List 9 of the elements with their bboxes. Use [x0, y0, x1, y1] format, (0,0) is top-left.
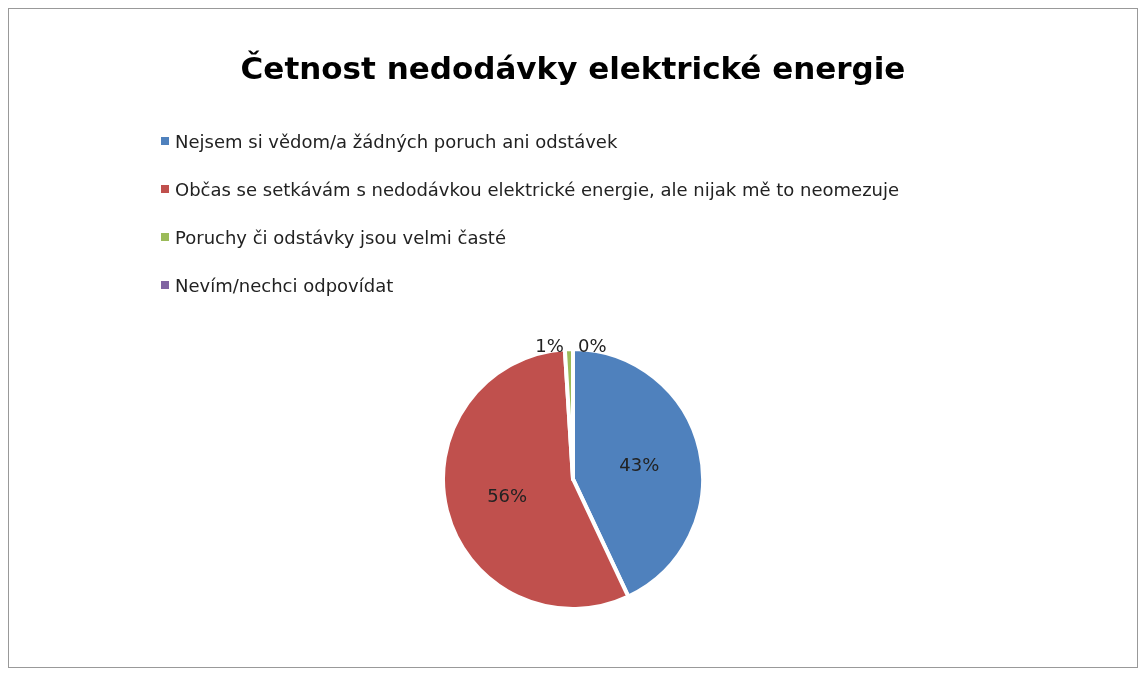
data-label: 1% — [535, 334, 564, 356]
data-label: 43% — [619, 453, 660, 475]
chart-title: Četnost nedodávky elektrické energie — [240, 49, 906, 86]
legend-label: Nevím/nechci odpovídat — [175, 274, 394, 296]
data-label: 56% — [487, 485, 528, 507]
legend-label: Občas se setkávám s nedodávkou elektrické energie, ale nijak mě to neomezuje — [175, 178, 900, 200]
legend-label: Nejsem si vědom/a žádných poruch ani odstávek — [175, 130, 618, 152]
text: 0% — [578, 334, 607, 356]
legend-label: Poruchy či odstávky jsou velmi časté — [175, 226, 506, 248]
